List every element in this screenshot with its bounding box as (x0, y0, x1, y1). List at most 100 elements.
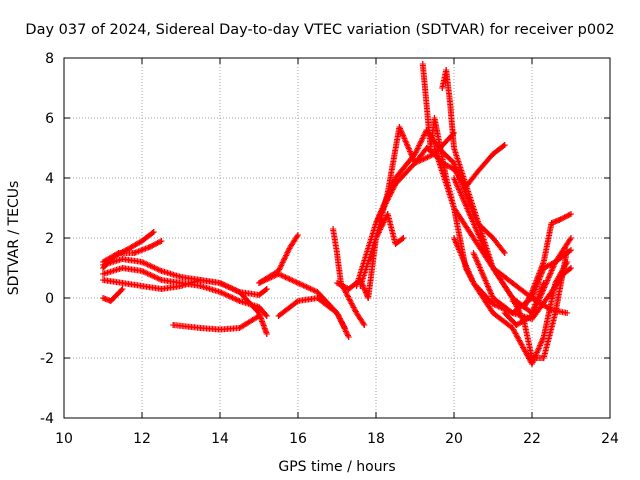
data-point (345, 334, 352, 340)
data-point (119, 265, 126, 271)
data-point (197, 277, 204, 283)
series-track-22 (509, 211, 574, 310)
data-point (150, 229, 157, 235)
data-point (345, 295, 352, 301)
data-point (373, 220, 379, 226)
data-point (330, 226, 337, 232)
data-point (529, 361, 535, 367)
data-point (392, 175, 399, 181)
data-point (139, 259, 145, 265)
data-point (178, 274, 184, 280)
data-point (509, 280, 516, 286)
data-point (490, 235, 496, 241)
data-point (470, 220, 477, 226)
data-point (197, 325, 204, 331)
x-axis-label: GPS time / hours (278, 459, 395, 475)
x-tick-label: 12 (133, 431, 151, 447)
data-point (178, 283, 184, 289)
data-point (115, 250, 122, 256)
y-tick-label: -2 (40, 351, 54, 367)
data-point (314, 295, 321, 301)
data-point (447, 100, 454, 106)
data-point (412, 160, 418, 166)
data-point (540, 334, 547, 340)
data-point (443, 67, 450, 73)
data-point (568, 247, 574, 253)
y-tick-label: 6 (45, 111, 54, 127)
data-point (568, 211, 574, 217)
data-point (217, 289, 223, 295)
data-point (509, 310, 516, 316)
data-point (100, 295, 106, 301)
data-point (560, 271, 567, 277)
data-point (334, 280, 340, 286)
data-point (509, 298, 516, 304)
data-point (451, 175, 457, 181)
y-tick-label: 8 (45, 51, 54, 67)
data-point (412, 151, 418, 157)
x-tick-label: 22 (523, 431, 541, 447)
data-point (400, 235, 407, 241)
data-point (540, 355, 547, 361)
data-point (548, 289, 555, 295)
data-point (158, 286, 165, 292)
data-point (295, 298, 301, 304)
data-point (529, 355, 535, 361)
data-point (256, 304, 262, 310)
data-point (139, 238, 145, 244)
data-point (256, 313, 262, 319)
data-point (139, 283, 145, 289)
data-point (131, 250, 138, 256)
series-track-9 (256, 232, 301, 286)
data-point (529, 313, 535, 319)
data-point (501, 250, 508, 256)
data-point (501, 142, 508, 148)
data-point (548, 220, 555, 226)
data-point (451, 205, 457, 211)
data-point (373, 235, 379, 241)
data-point (357, 283, 364, 289)
data-point (564, 310, 571, 316)
x-tick-label: 14 (211, 431, 229, 447)
data-point (295, 232, 301, 238)
plot-area (100, 61, 574, 367)
data-point (431, 145, 438, 151)
series-track-5 (100, 277, 270, 298)
data-point (146, 244, 153, 250)
data-point (236, 289, 243, 295)
y-tick-label: -4 (40, 411, 54, 427)
data-point (568, 235, 574, 241)
data-point (158, 238, 165, 244)
data-point (158, 268, 165, 274)
data-point (365, 295, 372, 301)
series-markers (100, 277, 270, 298)
x-tick-label: 20 (445, 431, 463, 447)
series-track-23 (501, 247, 574, 328)
data-point (345, 286, 352, 292)
data-point (501, 310, 508, 316)
data-point (119, 286, 126, 292)
data-point (197, 283, 204, 289)
data-point (236, 325, 243, 331)
data-point (552, 259, 559, 265)
data-point (217, 326, 223, 333)
y-axis-label: SDTVAR / TECUs (6, 181, 22, 296)
series-track-7 (170, 313, 262, 333)
data-point (295, 280, 301, 286)
data-point (490, 310, 496, 316)
data-point (419, 61, 426, 67)
data-point (100, 262, 106, 268)
data-point (474, 169, 481, 175)
series-track-10 (275, 295, 352, 340)
data-point (119, 280, 126, 286)
data-point (100, 277, 106, 283)
data-point (568, 265, 574, 271)
data-point (490, 151, 496, 157)
x-tick-label: 16 (289, 431, 307, 447)
data-point (158, 277, 165, 283)
data-point (275, 313, 282, 319)
series-markers (275, 295, 352, 340)
data-point (256, 280, 262, 286)
